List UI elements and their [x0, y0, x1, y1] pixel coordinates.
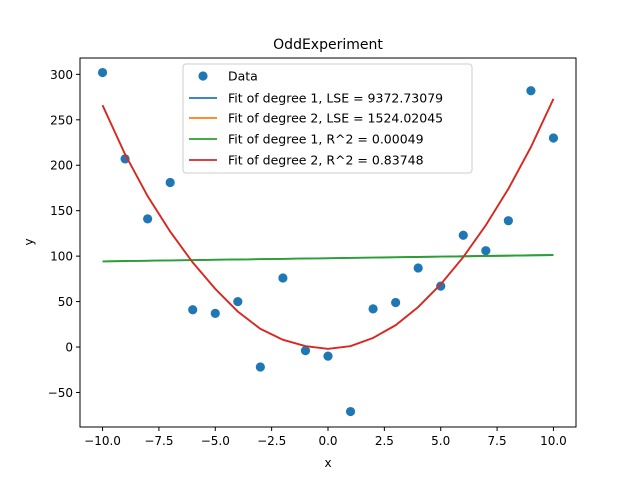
fit-line-4 — [101, 98, 555, 350]
legend-label-1: Fit of degree 1, LSE = 9372.73079 — [228, 91, 443, 106]
data-point — [323, 351, 333, 361]
data-point — [210, 308, 220, 318]
chart-title: OddExperiment — [273, 37, 383, 53]
data-point — [368, 304, 378, 314]
data-point — [165, 177, 175, 188]
y-tick-label: 0 — [65, 341, 73, 355]
data-point — [436, 281, 446, 291]
data-point — [526, 86, 536, 96]
x-tick-label: −2.5 — [257, 434, 286, 448]
x-tick-label: −7.5 — [144, 434, 173, 448]
legend-label-3: Fit of degree 1, R^2 = 0.00049 — [228, 132, 424, 147]
legend-box — [182, 63, 473, 174]
data-point — [233, 296, 243, 307]
y-tick-label: 150 — [50, 204, 73, 218]
data-point — [548, 133, 559, 143]
axis-ticks: −10.0 −7.5 −5.0 −2.5 0.0 2.5 5.0 7.5 10.0 −50 0 50 1… — [48, 68, 567, 448]
legend-label-4: Fit of degree 2, R^2 = 0.83748 — [228, 153, 424, 168]
y-tick-label: 200 — [50, 159, 73, 173]
x-axis-label: x — [324, 456, 331, 470]
y-tick-label: 250 — [50, 113, 73, 127]
y-tick-label: 100 — [50, 250, 73, 264]
x-tick-label: 10.0 — [540, 434, 567, 448]
y-axis-label: y — [22, 238, 36, 245]
legend-marker-data — [198, 71, 208, 81]
data-point — [503, 216, 513, 226]
data-point — [97, 67, 108, 78]
data-point — [345, 406, 356, 417]
y-tick-label: −50 — [48, 386, 73, 400]
legend: Data Fit of degree 1, LSE = 9372.73079 Fit… — [182, 63, 473, 174]
x-tick-label: 0.0 — [318, 434, 337, 448]
plot-area — [97, 67, 559, 417]
data-point — [413, 263, 423, 273]
data-point — [120, 154, 130, 164]
y-tick-label: 300 — [50, 68, 73, 82]
legend-label-data: Data — [228, 69, 258, 84]
fit-line-3 — [102, 254, 554, 263]
x-tick-label: 2.5 — [375, 434, 394, 448]
data-point — [278, 273, 288, 283]
x-tick-label: 5.0 — [431, 434, 450, 448]
data-point — [481, 246, 491, 256]
data-point — [391, 297, 401, 308]
legend-label-2: Fit of degree 2, LSE = 1524.02045 — [228, 111, 443, 126]
x-tick-label: −5.0 — [201, 434, 230, 448]
data-point — [458, 230, 468, 240]
data-point — [255, 362, 265, 372]
x-tick-label: −10.0 — [84, 434, 121, 448]
x-tick-label: 7.5 — [488, 434, 507, 448]
y-tick-label: 50 — [58, 295, 73, 309]
data-point — [143, 214, 153, 224]
data-point — [300, 346, 311, 356]
data-point — [188, 305, 198, 315]
